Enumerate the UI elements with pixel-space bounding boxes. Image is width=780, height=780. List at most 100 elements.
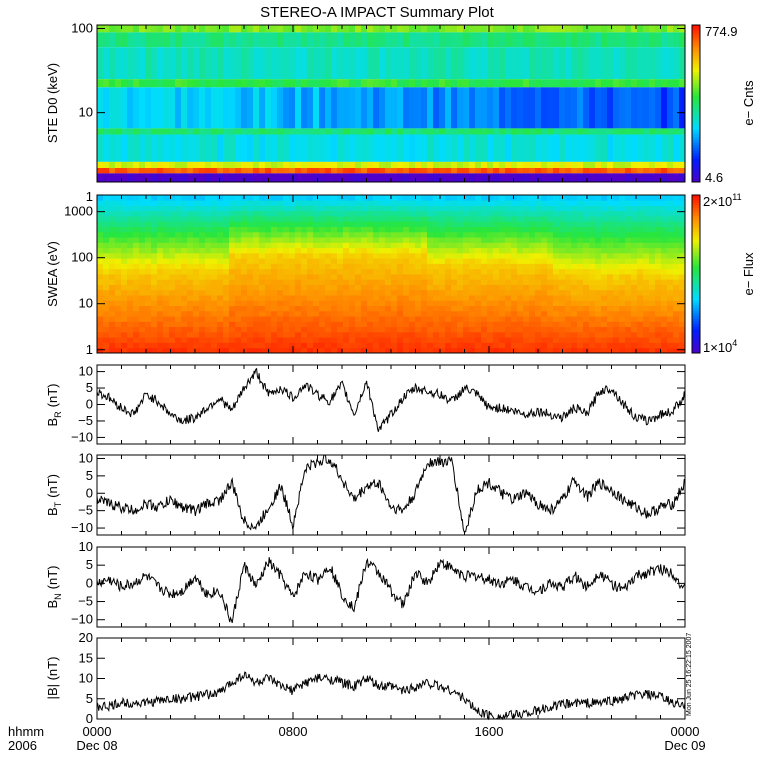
swea-cell bbox=[475, 210, 482, 217]
swea-cell bbox=[451, 279, 458, 285]
ste-cell bbox=[613, 134, 620, 162]
ste-cell bbox=[619, 128, 626, 135]
swea-cell bbox=[415, 221, 422, 227]
ste-cell bbox=[595, 128, 602, 135]
swea-cell bbox=[283, 205, 290, 212]
swea-cell bbox=[259, 247, 266, 254]
swea-cell bbox=[175, 247, 182, 254]
swea-cell bbox=[445, 331, 452, 338]
swea-cell bbox=[355, 305, 362, 312]
ste-cell bbox=[529, 128, 536, 135]
ste-cell bbox=[529, 87, 536, 129]
swea-cell bbox=[295, 295, 302, 301]
swea-cell bbox=[403, 347, 410, 354]
ste-cell bbox=[313, 134, 320, 162]
swea-cell bbox=[385, 221, 392, 227]
swea-cell bbox=[481, 221, 488, 227]
swea-cell bbox=[217, 295, 224, 301]
swea-cell bbox=[307, 263, 314, 270]
swea-cell bbox=[487, 226, 494, 233]
swea-cell bbox=[133, 231, 140, 238]
swea-cell bbox=[289, 295, 296, 301]
ste-cell bbox=[409, 128, 416, 135]
swea-cell bbox=[289, 195, 296, 201]
swea-cell bbox=[547, 289, 554, 296]
ste-cell bbox=[457, 168, 464, 174]
swea-cell bbox=[373, 242, 380, 249]
swea-cell bbox=[463, 305, 470, 312]
swea-cell bbox=[217, 216, 224, 222]
ste-cell bbox=[355, 168, 362, 174]
swea-cell bbox=[385, 195, 392, 201]
ste-cell bbox=[631, 134, 638, 162]
ste-cell bbox=[553, 32, 560, 48]
ste-cell bbox=[235, 47, 242, 80]
swea-cell bbox=[673, 216, 680, 222]
ste-cell bbox=[673, 128, 680, 135]
swea-cell bbox=[487, 284, 494, 291]
swea-cell bbox=[193, 268, 200, 275]
time-row1-0800: 0800 bbox=[279, 724, 308, 739]
ste-cell bbox=[247, 25, 254, 33]
swea-colorbar-segment bbox=[692, 213, 700, 217]
swea-cell bbox=[445, 284, 452, 291]
swea-cell bbox=[541, 247, 548, 254]
swea-cell bbox=[181, 231, 188, 238]
ste-cell bbox=[223, 25, 230, 33]
swea-cell bbox=[211, 310, 218, 317]
swea-cell bbox=[211, 210, 218, 217]
ste-y-tick-label: 1 bbox=[86, 189, 93, 204]
swea-cell bbox=[469, 195, 476, 201]
swea-cell bbox=[151, 200, 158, 206]
swea-cell bbox=[475, 337, 482, 343]
swea-cell bbox=[373, 310, 380, 317]
swea-cell bbox=[223, 263, 230, 270]
swea-cell bbox=[475, 195, 482, 201]
swea-cell bbox=[553, 326, 560, 333]
swea-cell bbox=[529, 300, 536, 306]
swea-cell bbox=[337, 268, 344, 275]
ste-cell bbox=[589, 161, 596, 168]
swea-cell bbox=[235, 347, 242, 354]
swea-cell bbox=[283, 305, 290, 312]
swea-cell bbox=[523, 310, 530, 317]
swea-cell bbox=[175, 205, 182, 212]
swea-cell bbox=[553, 310, 560, 317]
swea-cell bbox=[319, 300, 326, 306]
swea-cell bbox=[181, 342, 188, 349]
swea-cell bbox=[301, 252, 308, 259]
swea-cell bbox=[379, 226, 386, 233]
swea-cell bbox=[175, 305, 182, 312]
ste-cell bbox=[595, 87, 602, 129]
swea-cell bbox=[559, 226, 566, 233]
swea-cell bbox=[433, 316, 440, 322]
swea-cell bbox=[349, 205, 356, 212]
swea-cell bbox=[361, 263, 368, 270]
swea-cell bbox=[97, 242, 104, 249]
ste-cell bbox=[637, 168, 644, 174]
swea-cell bbox=[355, 310, 362, 317]
ste-cell bbox=[265, 32, 272, 48]
swea-cell bbox=[577, 195, 584, 201]
swea-cell bbox=[649, 326, 656, 333]
swea-cell bbox=[121, 242, 128, 249]
swea-cell bbox=[265, 221, 272, 227]
swea-cell bbox=[391, 242, 398, 249]
ste-cell bbox=[577, 25, 584, 33]
swea-cell bbox=[289, 205, 296, 212]
swea-cell bbox=[265, 200, 272, 206]
swea-cell bbox=[517, 274, 524, 280]
swea-cell bbox=[493, 252, 500, 259]
swea-cell bbox=[253, 316, 260, 322]
ste-cell bbox=[589, 168, 596, 174]
swea-cell bbox=[253, 347, 260, 354]
swea-cell bbox=[367, 210, 374, 217]
swea-cell bbox=[571, 252, 578, 259]
swea-cell bbox=[211, 195, 218, 201]
ste-cell bbox=[505, 128, 512, 135]
ste-cell bbox=[97, 161, 104, 168]
swea-cell bbox=[139, 247, 146, 254]
swea-cell bbox=[295, 237, 302, 243]
swea-cell bbox=[223, 274, 230, 280]
swea-cell bbox=[649, 300, 656, 306]
